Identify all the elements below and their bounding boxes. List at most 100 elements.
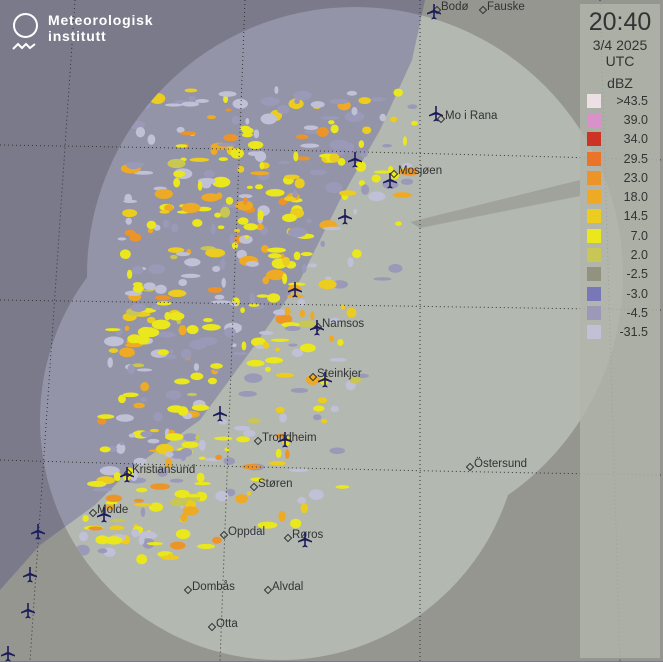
radar-echo xyxy=(173,177,181,188)
radar-echo xyxy=(115,443,126,454)
radar-echo xyxy=(243,196,248,206)
city-label: Dombås xyxy=(192,581,235,593)
radar-echo xyxy=(361,184,370,195)
radar-echo xyxy=(351,106,358,116)
legend-row: 7.0 xyxy=(580,226,660,245)
radar-echo xyxy=(175,251,191,257)
radar-echo xyxy=(352,249,362,259)
legend-row: 39.0 xyxy=(580,110,660,129)
radar-echo xyxy=(117,237,127,241)
radar-echo xyxy=(124,325,130,331)
city-label: Fauske xyxy=(487,1,525,13)
radar-echo xyxy=(285,449,290,460)
radar-echo xyxy=(188,95,196,101)
city-label: Røros xyxy=(292,529,324,541)
met-logo: Meteorologisk institutt xyxy=(12,12,153,52)
logo-text-line1: Meteorologisk xyxy=(48,12,154,28)
radar-echo xyxy=(229,233,234,245)
radar-echo xyxy=(147,134,156,145)
legend-label: -31.5 xyxy=(619,325,649,340)
radar-echo xyxy=(275,406,285,414)
radar-echo xyxy=(318,279,337,290)
radar-echo xyxy=(201,181,212,189)
radar-echo xyxy=(121,252,131,258)
legend-swatch xyxy=(587,112,601,127)
city-label: Oppdal xyxy=(228,526,266,538)
radar-echo xyxy=(92,487,113,492)
radar-echo xyxy=(329,335,335,342)
radar-echo xyxy=(174,489,190,499)
radar-echo xyxy=(173,170,186,178)
radar-echo xyxy=(306,218,312,224)
radar-echo xyxy=(308,489,324,500)
radar-echo xyxy=(284,174,300,180)
legend-label: 39.0 xyxy=(623,112,648,127)
legend-swatch xyxy=(587,228,601,243)
legend-row: 18.0 xyxy=(580,187,660,206)
radar-echo xyxy=(244,235,249,239)
radar-echo xyxy=(171,223,179,233)
radar-echo xyxy=(122,209,138,218)
legend-swatch xyxy=(587,305,601,320)
radar-echo xyxy=(282,273,288,285)
radar-echo xyxy=(148,264,166,274)
radar-echo xyxy=(253,129,260,139)
radar-echo xyxy=(167,158,186,169)
radar-echo xyxy=(262,276,270,285)
radar-echo xyxy=(270,338,290,342)
radar-echo xyxy=(97,414,115,419)
radar-echo xyxy=(246,490,252,496)
radar-echo xyxy=(261,244,269,253)
legend-date: 3/4 2025 xyxy=(592,37,648,53)
airport-icon xyxy=(288,282,302,298)
radar-echo xyxy=(147,227,154,234)
radar-echo xyxy=(203,170,215,179)
radar-echo xyxy=(288,468,309,473)
radar-echo xyxy=(313,405,325,412)
radar-echo xyxy=(232,98,248,109)
radar-echo xyxy=(122,392,139,398)
radar-echo xyxy=(321,418,328,424)
radar-echo xyxy=(400,178,414,185)
radar-echo xyxy=(214,294,225,300)
radar-echo xyxy=(291,348,304,358)
radar-echo xyxy=(210,223,216,235)
radar-echo xyxy=(254,184,264,190)
radar-echo xyxy=(330,124,339,134)
radar-echo xyxy=(119,441,125,446)
radar-echo xyxy=(256,223,264,231)
radar-echo xyxy=(355,160,367,172)
radar-echo xyxy=(194,481,212,486)
radar-echo xyxy=(162,219,170,229)
radar-echo xyxy=(174,378,190,385)
radar-echo xyxy=(259,161,265,170)
radar-echo xyxy=(287,227,307,238)
radar-echo xyxy=(249,292,255,304)
radar-echo xyxy=(346,307,357,318)
legend-timezone: UTC xyxy=(605,53,635,69)
airport-icon xyxy=(348,152,362,168)
radar-echo xyxy=(278,510,286,522)
radar-echo xyxy=(216,192,223,200)
radar-echo xyxy=(282,256,290,266)
radar-echo xyxy=(146,542,163,546)
radar-echo xyxy=(247,140,264,150)
legend-row: 34.0 xyxy=(580,130,660,149)
radar-echo xyxy=(313,414,322,421)
radar-echo xyxy=(300,343,316,353)
radar-echo xyxy=(297,299,306,307)
radar-echo xyxy=(207,377,218,385)
radar-echo xyxy=(115,414,134,422)
radar-echo xyxy=(320,116,340,120)
radar-echo xyxy=(133,498,145,503)
airport-icon xyxy=(120,467,134,483)
radar-echo xyxy=(247,418,261,424)
airport-icon xyxy=(1,646,15,662)
radar-echo xyxy=(340,304,346,310)
radar-echo xyxy=(190,372,204,381)
radar-echo xyxy=(215,454,223,460)
radar-echo xyxy=(155,295,171,301)
legend-swatch xyxy=(587,248,601,263)
legend-swatch xyxy=(587,132,601,147)
